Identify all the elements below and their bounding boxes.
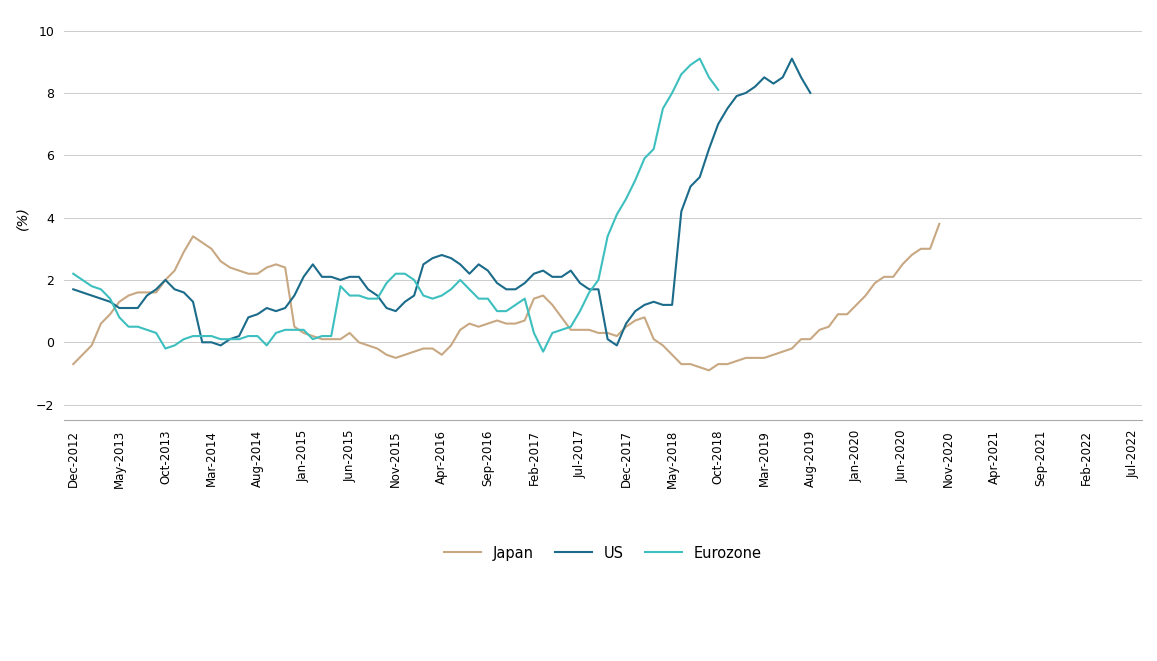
US [66,286,80,293]
Japan [712,360,725,368]
Japan [103,310,117,318]
US [675,208,688,215]
Eurozone [84,282,98,290]
Line: Eurozone: Eurozone [73,59,718,352]
Legend: Japan, US, Eurozone: Japan, US, Eurozone [439,540,767,567]
Japan [702,366,716,374]
Japan [66,360,80,368]
Line: US: US [73,59,810,346]
US [481,266,495,274]
US [619,320,633,328]
Eurozone [379,279,393,287]
Japan [675,360,688,368]
US [784,55,798,63]
US [712,120,725,128]
US [214,342,228,350]
Line: Japan: Japan [73,224,939,370]
Eurozone [656,104,670,112]
Japan [223,264,237,272]
US [739,89,753,97]
Eurozone [159,344,172,352]
Eurozone [454,276,467,284]
Eurozone [66,270,80,278]
Eurozone [536,348,550,356]
Japan [721,360,735,368]
Japan [933,220,946,228]
Japan [656,342,670,350]
Y-axis label: (%): (%) [15,206,29,229]
Eurozone [712,86,725,94]
Eurozone [684,61,698,69]
Eurozone [693,55,707,63]
US [803,89,817,97]
US [536,266,550,274]
